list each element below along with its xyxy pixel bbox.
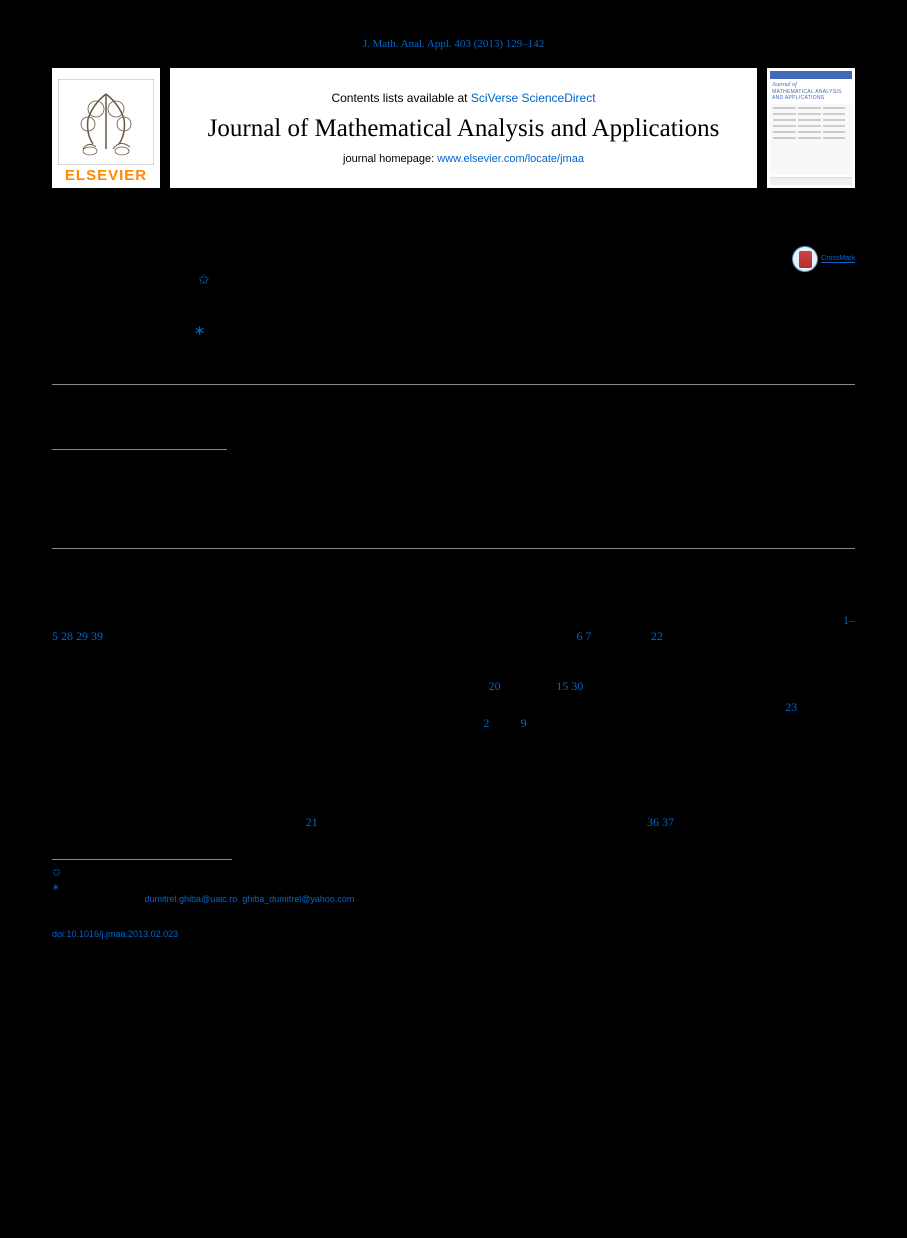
abstract: A B S T R A C T This paper is concerned … [255, 395, 855, 526]
email-label: E-mail addresses: [70, 894, 145, 904]
title-line1: On the deformation of transversely isotr… [52, 245, 594, 268]
citation-link[interactable]: 22 [651, 629, 663, 643]
divider [52, 384, 855, 385]
section-heading: 1. Introduction [52, 587, 855, 602]
cover-subtitle: MATHEMATICAL ANALYSIS AND APPLICATIONS [770, 89, 852, 101]
homepage-prefix: journal homepage: [343, 153, 437, 165]
copyright: © 2013 Elsevier Inc. All rights reserved… [255, 474, 855, 484]
corresponding-author-mark[interactable]: ∗ [194, 322, 206, 338]
crossmark-icon [792, 246, 818, 272]
text: ]. The theory of porous materials was in… [103, 629, 576, 643]
citation-link[interactable]: 37 [662, 815, 674, 829]
divider [52, 548, 855, 549]
text: ] (see also [ [591, 629, 650, 643]
keyword: Porous elastic material [52, 467, 227, 479]
contents-prefix: Contents lists available at [331, 91, 470, 105]
citation-link[interactable]: 28 [61, 629, 73, 643]
text: ]. [674, 815, 681, 829]
author-name: Ionel-Dumitrel Ghiba [52, 328, 190, 345]
keywords-heading: Keywords: [52, 456, 94, 466]
homepage-link[interactable]: www.elsevier.com/locate/jmaa [437, 153, 584, 165]
crossmark-button[interactable]: CrossMark [792, 246, 855, 272]
text: ]. In [ [489, 716, 520, 730]
footnote-text: Correspondence to: Department of Mathema… [60, 882, 471, 892]
issn-copyright: 0022-247X/$ – see front matter © 2013 El… [52, 919, 855, 929]
keyword: Plane strain [52, 491, 227, 503]
doi-link[interactable]: doi:10.1016/j.jmaa.2013.02.023 [52, 929, 178, 939]
affiliation: "Octav Mayer" Mathematics Institute, Rom… [52, 351, 855, 362]
paragraph: In recent years the interest to study th… [52, 612, 855, 695]
footnote-text: The author was supported by CNCSIS–UEFIS… [61, 868, 467, 878]
abstract-heading: A B S T R A C T [255, 395, 855, 404]
text: ], the authors have studied the extensio… [52, 716, 855, 829]
cover-title: Journal of [770, 79, 852, 89]
footnote: ✩ The author was supported by CNCSIS–UEF… [52, 866, 855, 881]
citation-link[interactable]: 20 [489, 679, 501, 693]
footnote-divider [52, 859, 232, 860]
history-submitted: Submitted by David Russell [52, 431, 227, 443]
crossmark-label: CrossMark [821, 255, 855, 263]
title-footnote-star[interactable]: ✩ [198, 271, 210, 287]
history-online: Available online 26 February 2013 [52, 419, 227, 431]
title-line2: circular cylinder [52, 274, 198, 297]
article-title: On the deformation of transversely isotr… [52, 243, 782, 300]
footnote: ∗ Correspondence to: Department of Mathe… [52, 881, 855, 893]
footnotes: ✩ The author was supported by CNCSIS–UEF… [52, 866, 855, 905]
elsevier-logo: ELSEVIER [52, 68, 160, 188]
header-banner: ELSEVIER Contents lists available at Sci… [52, 68, 855, 188]
text: ]. The same approach was used in the stu… [318, 815, 647, 829]
author-email-link[interactable]: dumitrel.ghiba@uaic.ro [145, 894, 238, 904]
text: The problem of extension, bending, torsi… [70, 700, 785, 714]
contents-available: Contents lists available at SciVerse Sci… [331, 91, 595, 105]
keywords: Keywords: Porous elastic material Transv… [52, 456, 227, 526]
journal-banner: Contents lists available at SciVerse Sci… [170, 68, 757, 188]
citation-link[interactable]: 30 [571, 679, 583, 693]
footnote-asterisk-icon: ∗ [52, 882, 60, 892]
citation-link[interactable]: 36 [647, 815, 659, 829]
authors: Ionel-Dumitrel Ghiba ∗ [52, 322, 855, 345]
footnote-email: E-mail addresses: dumitrel.ghiba@uaic.ro… [52, 893, 855, 905]
text: ]). [583, 679, 594, 693]
text: In recent years the interest to study th… [70, 613, 843, 627]
article-info: A R T I C L E I N F O Received 27 Februa… [52, 395, 227, 526]
sciencedirect-link[interactable]: SciVerse ScienceDirect [471, 91, 596, 105]
keyword: Semi-inverse method [52, 514, 227, 526]
homepage-line: journal homepage: www.elsevier.com/locat… [343, 153, 584, 165]
citation-link[interactable]: 23 [785, 700, 797, 714]
citation: J. Math. Anal. Appl. 403 (2013) 129–142 [0, 0, 907, 68]
keyword: Saint-Venant's problem [52, 502, 227, 514]
author-email-link[interactable]: ghiba_dumitrel@yahoo.com [242, 894, 354, 904]
text: ] (see also [ [501, 679, 557, 693]
citation-link[interactable]: 29 [76, 629, 88, 643]
history-received: Received 27 February 2011 [52, 408, 227, 420]
journal-cover-thumbnail: Journal of MATHEMATICAL ANALYSIS AND APP… [767, 68, 855, 188]
elsevier-text: ELSEVIER [65, 167, 147, 184]
footnote-star-icon: ✩ [52, 867, 61, 879]
body-text: In recent years the interest to study th… [52, 612, 855, 831]
bottom-info: 0022-247X/$ – see front matter © 2013 El… [0, 905, 907, 939]
text: . [354, 894, 357, 904]
citation-link[interactable]: 21 [306, 815, 318, 829]
abstract-text: This paper is concerned with the study o… [255, 408, 855, 469]
elsevier-tree-icon [58, 79, 154, 165]
paragraph: The problem of extension, bending, torsi… [52, 699, 855, 831]
journal-title: Journal of Mathematical Analysis and App… [208, 115, 720, 144]
article-info-heading: A R T I C L E I N F O [52, 395, 227, 404]
citation-link[interactable]: 15 [556, 679, 568, 693]
citation-link[interactable]: 39 [91, 629, 103, 643]
keyword: Transversely isotropic [52, 479, 227, 491]
